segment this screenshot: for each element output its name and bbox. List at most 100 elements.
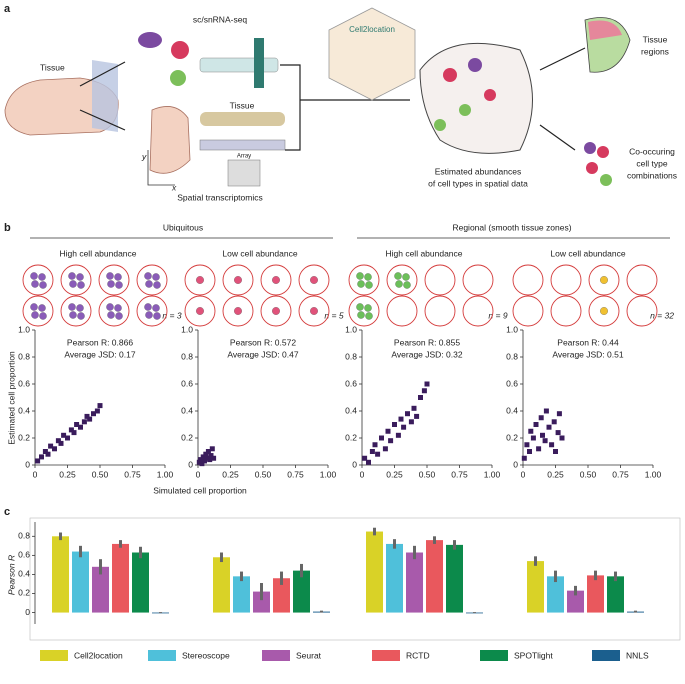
x-tick-label: 0.50 xyxy=(255,469,272,479)
cell xyxy=(31,311,39,319)
spot xyxy=(386,295,418,327)
label: Tissue xyxy=(230,100,255,110)
cell xyxy=(114,273,122,281)
point xyxy=(546,424,552,430)
point xyxy=(553,449,558,454)
spot xyxy=(298,295,330,327)
cell xyxy=(364,273,372,281)
panel-label: c xyxy=(4,506,10,518)
x-tick-label: 1.00 xyxy=(157,469,174,479)
point xyxy=(68,427,74,433)
point xyxy=(375,451,381,457)
bar xyxy=(273,578,290,613)
x-tick-label: 1.00 xyxy=(320,469,337,479)
y-tick-label: 0.2 xyxy=(181,432,193,442)
point xyxy=(208,453,214,459)
spot xyxy=(588,295,620,327)
cell xyxy=(394,272,402,280)
spot xyxy=(512,295,544,327)
spot xyxy=(386,264,418,296)
y-axis-label: Pearson R xyxy=(6,555,16,595)
cell xyxy=(356,303,364,311)
group-header: Regional (smooth tissue zones) xyxy=(452,222,571,232)
y-tick-label: 0 xyxy=(513,459,518,469)
bar xyxy=(426,540,443,613)
x-axis-label: Simulated cell proportion xyxy=(153,485,247,495)
point xyxy=(196,459,202,465)
bar xyxy=(132,552,149,613)
cell xyxy=(138,32,162,48)
label: Spatial transcriptomics xyxy=(177,192,263,202)
cell xyxy=(234,276,242,284)
spot xyxy=(424,295,456,327)
legend-label: SPOTlight xyxy=(514,650,553,660)
y-tick-label: 0.6 xyxy=(181,378,193,388)
y-tick-label: 0.2 xyxy=(345,432,357,442)
cell xyxy=(310,307,318,315)
point xyxy=(45,451,51,457)
label: Estimated abundances xyxy=(435,166,521,176)
y-tick-label: 0.8 xyxy=(181,351,193,361)
point xyxy=(97,403,103,409)
point xyxy=(521,455,527,461)
point xyxy=(372,442,378,448)
point xyxy=(74,422,80,427)
y-tick-label: 0.4 xyxy=(18,405,30,415)
point xyxy=(87,416,93,422)
label: Tissue xyxy=(643,34,668,44)
spot xyxy=(222,295,254,327)
bar xyxy=(213,557,230,613)
spot xyxy=(222,264,254,296)
cell xyxy=(310,276,318,284)
subheader: Low cell abundance xyxy=(550,248,625,258)
label: x xyxy=(171,182,177,192)
arrow xyxy=(79,109,126,131)
y-tick-label: 0.6 xyxy=(18,550,30,560)
point xyxy=(549,442,555,448)
y-tick-label: 0.2 xyxy=(18,432,30,442)
label: Array xyxy=(237,154,251,160)
point xyxy=(369,449,375,454)
label: of cell types in spatial data xyxy=(428,178,528,188)
bar xyxy=(52,536,69,613)
point xyxy=(527,449,532,454)
cell xyxy=(115,281,123,289)
label: combinations xyxy=(627,170,677,180)
y-tick-label: 1.0 xyxy=(18,324,30,334)
bar xyxy=(547,576,564,613)
legend-swatch xyxy=(40,650,68,661)
cell xyxy=(153,312,161,320)
point xyxy=(405,411,410,417)
cell xyxy=(107,311,115,319)
spot xyxy=(588,264,620,296)
cell xyxy=(152,273,160,281)
cell xyxy=(38,273,46,281)
y-tick-label: 0.2 xyxy=(506,432,518,442)
y-tick-label: 0.4 xyxy=(181,405,193,415)
y-tick-label: 1.0 xyxy=(181,324,193,334)
bar xyxy=(253,591,270,613)
spot xyxy=(424,264,456,296)
annotation: Pearson R: 0.572 xyxy=(230,337,296,347)
spot xyxy=(260,264,292,296)
n-label: n = 9 xyxy=(488,310,507,320)
panel-a-schematic xyxy=(4,7,631,187)
arrow xyxy=(539,124,576,151)
x-tick-label: 0.50 xyxy=(419,469,436,479)
point xyxy=(362,455,368,461)
spot xyxy=(550,295,582,327)
spot xyxy=(348,295,380,327)
annotation: Pearson R: 0.866 xyxy=(67,337,133,347)
x-tick-label: 0.75 xyxy=(124,469,141,479)
cell xyxy=(106,272,114,280)
legend-swatch xyxy=(148,650,176,661)
cell xyxy=(152,304,160,312)
arrow xyxy=(79,61,126,87)
point xyxy=(81,419,87,425)
point xyxy=(199,461,205,467)
point xyxy=(421,388,427,394)
array-grid xyxy=(227,159,261,187)
cell xyxy=(39,312,47,320)
bar xyxy=(406,552,423,613)
cell xyxy=(357,311,365,319)
